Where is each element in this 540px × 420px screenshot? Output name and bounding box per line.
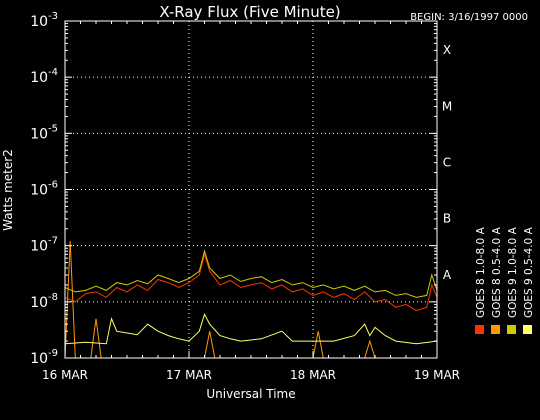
- series-line: [64, 249, 438, 298]
- x-tick-label: 18 MAR: [290, 368, 336, 382]
- x-tick-label: 19 MAR: [414, 368, 460, 382]
- legend-swatch: [523, 325, 532, 334]
- y-tick-label: 10-8: [30, 292, 58, 311]
- flare-class-label: A: [443, 268, 452, 282]
- x-tick-label: 17 MAR: [166, 368, 212, 382]
- series-line: [64, 252, 438, 312]
- begin-label: BEGIN: 3/16/1997 0000: [410, 12, 528, 23]
- chart-title: X-Ray Flux (Five Minute): [159, 3, 340, 21]
- series-line: [64, 312, 438, 345]
- legend: GOES 8 1.0-8.0 A GOES 8 0.5-4.0 A GOES 9 1…: [475, 226, 535, 334]
- grid: [65, 21, 437, 358]
- y-tick-label: 10-5: [30, 123, 58, 142]
- legend-label: GOES 9 0.5-4.0 A: [523, 226, 535, 318]
- flare-class-label: C: [443, 155, 451, 169]
- y-tick-label: 10-4: [30, 67, 58, 86]
- y-tick-label: 10-3: [30, 11, 58, 30]
- flare-class-label: M: [442, 99, 452, 113]
- legend-swatch: [507, 325, 516, 334]
- x-axis-label: Universal Time: [206, 387, 295, 401]
- legend-swatch: [491, 325, 500, 334]
- legend-label: GOES 9 1.0-8.0 A: [507, 226, 519, 318]
- flare-class-label: B: [443, 212, 451, 226]
- y-tick-label: 10-9: [30, 348, 58, 367]
- legend-label: GOES 8 0.5-4.0 A: [491, 226, 503, 318]
- axes: 10-9 10-8 10-7 10-6 10-5 10-4 10-3 16 MAR 17 MAR…: [30, 11, 460, 382]
- y-tick-label: 10-6: [30, 180, 58, 199]
- y-tick-label: 10-7: [30, 236, 58, 255]
- y-axis-label: Watts meter2: [1, 149, 15, 231]
- x-tick-label: 16 MAR: [42, 368, 88, 382]
- legend-label: GOES 8 1.0-8.0 A: [475, 226, 487, 318]
- legend-swatch: [475, 325, 484, 334]
- flare-class-label: X: [443, 43, 451, 57]
